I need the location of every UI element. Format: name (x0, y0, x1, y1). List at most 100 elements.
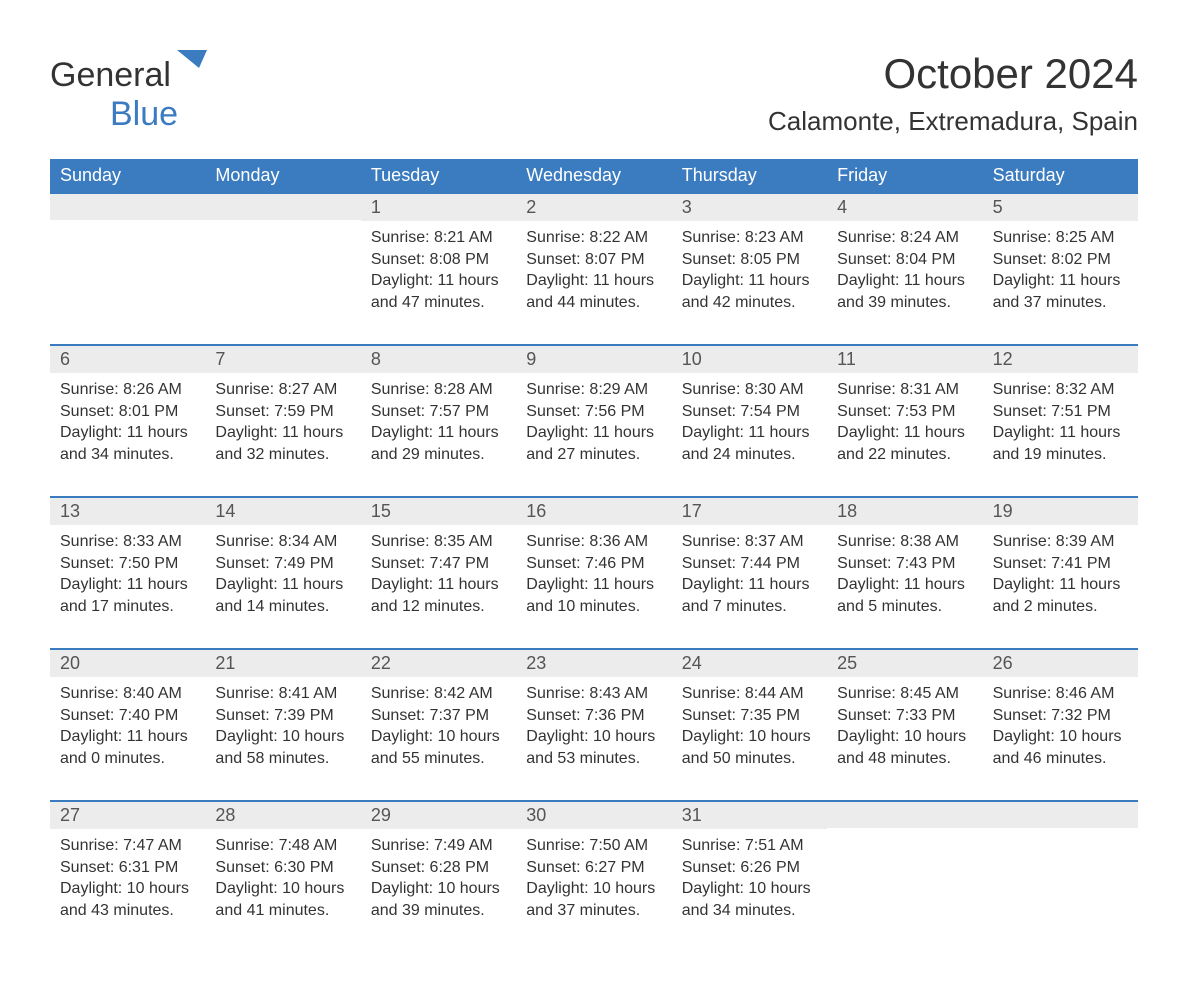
week-row: 20Sunrise: 8:40 AMSunset: 7:40 PMDayligh… (50, 648, 1138, 800)
weekday-header-cell: Sunday (50, 159, 205, 192)
daylight-line-b: and 19 minutes. (993, 444, 1128, 466)
day-number (983, 802, 1138, 828)
day-number: 16 (516, 498, 671, 525)
day-content: Sunrise: 8:37 AMSunset: 7:44 PMDaylight:… (672, 525, 827, 633)
day-content: Sunrise: 8:43 AMSunset: 7:36 PMDaylight:… (516, 677, 671, 785)
day-cell: 25 Sunrise: 8:45 AMSunset: 7:33 PMDayligh… (827, 650, 982, 800)
day-cell: 10Sunrise: 8:30 AMSunset: 7:54 PMDayligh… (672, 346, 827, 496)
day-cell: 5Sunrise: 8:25 AMSunset: 8:02 PMDaylight… (983, 194, 1138, 344)
sunset-line: Sunset: 7:49 PM (215, 553, 350, 575)
daylight-line-b: and 17 minutes. (60, 596, 195, 618)
sunrise-line: Sunrise: 8:39 AM (993, 531, 1128, 553)
day-number: 25 (827, 650, 982, 677)
sunset-line: Sunset: 8:07 PM (526, 249, 661, 271)
daylight-line-b: and 42 minutes. (682, 292, 817, 314)
day-cell: 15Sunrise: 8:35 AMSunset: 7:47 PMDayligh… (361, 498, 516, 648)
sunrise-line: Sunrise: 8:45 AM (837, 683, 972, 705)
day-cell: 9Sunrise: 8:29 AMSunset: 7:56 PMDaylight… (516, 346, 671, 496)
daylight-line-a: Daylight: 11 hours (215, 422, 350, 444)
sunset-line: Sunset: 6:28 PM (371, 857, 506, 879)
day-number: 18 (827, 498, 982, 525)
day-number: 26 (983, 650, 1138, 677)
day-number: 15 (361, 498, 516, 525)
daylight-line-a: Daylight: 11 hours (60, 574, 195, 596)
title-block: October 2024 Calamonte, Extremadura, Spa… (768, 50, 1138, 149)
logo-text-blue: Blue (110, 95, 178, 133)
day-number: 19 (983, 498, 1138, 525)
day-cell: 22Sunrise: 8:42 AMSunset: 7:37 PMDayligh… (361, 650, 516, 800)
daylight-line-a: Daylight: 11 hours (993, 422, 1128, 444)
sunset-line: Sunset: 8:05 PM (682, 249, 817, 271)
daylight-line-a: Daylight: 10 hours (371, 878, 506, 900)
daylight-line-a: Daylight: 11 hours (993, 574, 1128, 596)
day-cell: 16Sunrise: 8:36 AMSunset: 7:46 PMDayligh… (516, 498, 671, 648)
sunrise-line: Sunrise: 8:41 AM (215, 683, 350, 705)
daylight-line-b: and 24 minutes. (682, 444, 817, 466)
sunset-line: Sunset: 7:33 PM (837, 705, 972, 727)
daylight-line-a: Daylight: 10 hours (837, 726, 972, 748)
daylight-line-a: Daylight: 11 hours (682, 422, 817, 444)
daylight-line-a: Daylight: 11 hours (837, 574, 972, 596)
day-cell: 4Sunrise: 8:24 AMSunset: 8:04 PMDaylight… (827, 194, 982, 344)
daylight-line-b: and 32 minutes. (215, 444, 350, 466)
daylight-line-b: and 27 minutes. (526, 444, 661, 466)
daylight-line-a: Daylight: 10 hours (371, 726, 506, 748)
day-cell: 30Sunrise: 7:50 AMSunset: 6:27 PMDayligh… (516, 802, 671, 952)
day-number: 8 (361, 346, 516, 373)
day-cell: 2Sunrise: 8:22 AMSunset: 8:07 PMDaylight… (516, 194, 671, 344)
logo: General Blue (50, 50, 207, 134)
day-number: 5 (983, 194, 1138, 221)
day-number: 9 (516, 346, 671, 373)
day-number: 23 (516, 650, 671, 677)
sunrise-line: Sunrise: 8:24 AM (837, 227, 972, 249)
daylight-line-b: and 41 minutes. (215, 900, 350, 922)
day-number: 28 (205, 802, 360, 829)
sunrise-line: Sunrise: 8:30 AM (682, 379, 817, 401)
day-number: 1 (361, 194, 516, 221)
daylight-line-b: and 12 minutes. (371, 596, 506, 618)
weekday-header-cell: Tuesday (361, 159, 516, 192)
day-cell: 12Sunrise: 8:32 AMSunset: 7:51 PMDayligh… (983, 346, 1138, 496)
day-number: 27 (50, 802, 205, 829)
sunset-line: Sunset: 7:44 PM (682, 553, 817, 575)
sunrise-line: Sunrise: 8:23 AM (682, 227, 817, 249)
day-number: 21 (205, 650, 360, 677)
sunset-line: Sunset: 7:47 PM (371, 553, 506, 575)
sunrise-line: Sunrise: 8:46 AM (993, 683, 1128, 705)
sunset-line: Sunset: 7:43 PM (837, 553, 972, 575)
day-content: Sunrise: 7:50 AMSunset: 6:27 PMDaylight:… (516, 829, 671, 937)
day-number: 10 (672, 346, 827, 373)
day-cell: 8Sunrise: 8:28 AMSunset: 7:57 PMDaylight… (361, 346, 516, 496)
daylight-line-a: Daylight: 10 hours (215, 726, 350, 748)
day-content: Sunrise: 7:47 AMSunset: 6:31 PMDaylight:… (50, 829, 205, 937)
sunrise-line: Sunrise: 8:22 AM (526, 227, 661, 249)
sunrise-line: Sunrise: 8:21 AM (371, 227, 506, 249)
day-number (827, 802, 982, 828)
sunset-line: Sunset: 7:46 PM (526, 553, 661, 575)
sunrise-line: Sunrise: 8:29 AM (526, 379, 661, 401)
weekday-header-cell: Monday (205, 159, 360, 192)
calendar: SundayMondayTuesdayWednesdayThursdayFrid… (50, 159, 1138, 952)
sunrise-line: Sunrise: 7:47 AM (60, 835, 195, 857)
sunrise-line: Sunrise: 7:49 AM (371, 835, 506, 857)
sunrise-line: Sunrise: 8:32 AM (993, 379, 1128, 401)
sunset-line: Sunset: 8:01 PM (60, 401, 195, 423)
sunrise-line: Sunrise: 8:34 AM (215, 531, 350, 553)
daylight-line-a: Daylight: 10 hours (526, 878, 661, 900)
daylight-line-b: and 10 minutes. (526, 596, 661, 618)
sunrise-line: Sunrise: 8:38 AM (837, 531, 972, 553)
day-content: Sunrise: 8:44 AMSunset: 7:35 PMDaylight:… (672, 677, 827, 785)
daylight-line-b: and 0 minutes. (60, 748, 195, 770)
day-content: Sunrise: 8:22 AMSunset: 8:07 PMDaylight:… (516, 221, 671, 329)
daylight-line-a: Daylight: 11 hours (371, 422, 506, 444)
day-content: Sunrise: 8:31 AMSunset: 7:53 PMDaylight:… (827, 373, 982, 481)
day-cell: 28Sunrise: 7:48 AMSunset: 6:30 PMDayligh… (205, 802, 360, 952)
day-number (205, 194, 360, 220)
sunset-line: Sunset: 6:27 PM (526, 857, 661, 879)
daylight-line-b: and 39 minutes. (837, 292, 972, 314)
daylight-line-b: and 2 minutes. (993, 596, 1128, 618)
daylight-line-a: Daylight: 11 hours (60, 422, 195, 444)
day-cell: 27Sunrise: 7:47 AMSunset: 6:31 PMDayligh… (50, 802, 205, 952)
daylight-line-a: Daylight: 11 hours (837, 422, 972, 444)
sunset-line: Sunset: 6:30 PM (215, 857, 350, 879)
